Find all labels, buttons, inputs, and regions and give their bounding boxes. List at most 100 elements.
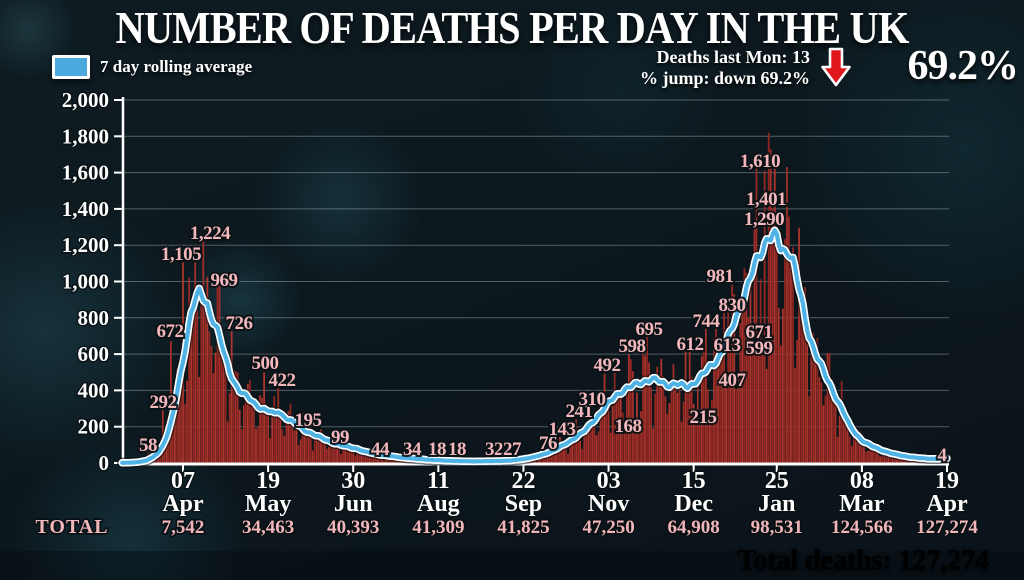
deaths-bar [836, 436, 839, 463]
deaths-bar [642, 347, 644, 463]
data-label: 492 [594, 355, 621, 376]
deaths-bar [690, 377, 693, 463]
x-tick-day: 15 [682, 468, 706, 494]
data-label: 599 [746, 338, 773, 359]
deaths-bar [727, 300, 730, 463]
deaths-bar [816, 337, 819, 463]
x-tick-month: Mar [839, 491, 885, 517]
deaths-bar [364, 453, 367, 463]
deaths-bar [244, 395, 247, 463]
deaths-bar [672, 364, 675, 463]
deaths-bar [696, 382, 699, 463]
deaths-bar [275, 415, 278, 463]
deaths-bar [281, 429, 284, 463]
deaths-bar [796, 340, 798, 463]
data-label: 44 [371, 439, 390, 460]
deaths-bar [810, 346, 813, 463]
deaths-bar [893, 457, 896, 463]
data-label: 4 [938, 445, 948, 466]
deaths-bar [224, 366, 227, 463]
data-label: 830 [719, 295, 746, 316]
deaths-bar [319, 429, 322, 463]
deaths-bar [265, 404, 267, 463]
deaths-bar [707, 389, 709, 463]
deaths-bar [802, 312, 805, 463]
y-axis-label: 1,200 [62, 233, 109, 257]
deaths-bar [751, 349, 754, 463]
stats-line2: % jump: down 69.2% [639, 68, 810, 88]
deaths-bar [619, 389, 622, 463]
data-label: 500 [252, 353, 279, 374]
column-total: 64,908 [668, 517, 720, 538]
deaths-bar [601, 398, 604, 463]
deaths-bar [733, 294, 736, 463]
deaths-bar [865, 451, 867, 463]
deaths-bar [788, 216, 790, 463]
deaths-bar [172, 426, 174, 463]
deaths-bar [640, 411, 642, 463]
deaths-bar [356, 449, 359, 463]
deaths-bar [844, 407, 847, 463]
deaths-bar [700, 356, 703, 463]
down-arrow-icon [821, 47, 851, 87]
deaths-bar [208, 331, 211, 463]
deaths-bar [178, 367, 180, 463]
deaths-bar [625, 394, 628, 463]
x-tick-month: Jan [758, 491, 795, 517]
deaths-bar [155, 459, 158, 463]
deaths-bar [725, 372, 727, 463]
deaths-bar [188, 277, 190, 463]
deaths-bar [804, 287, 807, 463]
deaths-bar [267, 409, 270, 463]
deaths-bar [842, 406, 845, 463]
deaths-bar [881, 451, 884, 463]
deaths-bar [838, 415, 841, 463]
deaths-bar [615, 398, 618, 463]
deaths-bar [230, 331, 233, 463]
deaths-bar [370, 456, 373, 463]
deaths-bar [678, 380, 681, 463]
legend: 7 day rolling average [52, 55, 252, 79]
deaths-bar [259, 395, 261, 463]
deaths-bar [850, 445, 853, 463]
deaths-bar [826, 353, 829, 463]
deaths-bar [251, 403, 253, 463]
deaths-bar [891, 456, 894, 463]
deaths-bar [226, 421, 229, 463]
deaths-bar [279, 413, 282, 463]
deaths-bar [603, 373, 606, 463]
deaths-bar [824, 395, 827, 463]
deaths-bar [812, 333, 815, 463]
legend-swatch-icon [52, 55, 90, 79]
deaths-bar [581, 449, 584, 463]
y-axis-label: 2,000 [62, 88, 109, 112]
deaths-bar [299, 439, 302, 463]
column-total: 41,825 [497, 517, 549, 538]
deaths-bar [311, 450, 314, 463]
y-axis-label: 400 [78, 378, 110, 402]
deaths-bar [741, 300, 744, 463]
y-axis-label: 0 [99, 451, 110, 475]
deaths-bar [834, 401, 837, 463]
deaths-bar [875, 445, 877, 463]
y-axis-label: 1,400 [62, 197, 109, 221]
data-label: 99 [331, 427, 349, 448]
deaths-bar [307, 425, 310, 463]
deaths-bar [792, 247, 794, 463]
deaths-bar [573, 434, 576, 463]
deaths-bar [565, 444, 567, 463]
deaths-bar [771, 208, 774, 463]
column-total: 124,566 [831, 517, 893, 538]
stats-big-value: 69.2% [907, 43, 1020, 89]
deaths-bar [597, 431, 600, 463]
deaths-bar [271, 416, 274, 463]
y-axis-label: 200 [78, 415, 110, 439]
y-axis-label: 1,600 [62, 161, 109, 185]
deaths-bar [291, 416, 294, 463]
data-label: 76 [539, 433, 557, 454]
deaths-bar [269, 438, 272, 463]
deaths-bar [336, 445, 338, 463]
deaths-bar [240, 429, 243, 463]
deaths-bar [822, 405, 825, 463]
deaths-bar [735, 389, 738, 463]
